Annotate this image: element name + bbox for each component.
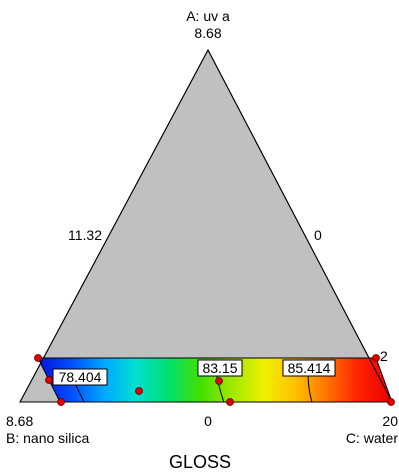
- design-point: [45, 376, 53, 384]
- design-point: [57, 398, 65, 406]
- design-point: [372, 354, 380, 362]
- chart-title: GLOSS: [169, 452, 231, 472]
- vertex-top-name: A: uv a: [186, 8, 230, 24]
- design-points: [34, 354, 395, 406]
- edge-label-right-mid: 0: [314, 227, 322, 243]
- design-point: [135, 387, 143, 395]
- edge-label-bottom-mid: 0: [204, 413, 212, 429]
- vertex-right-value: 20: [382, 413, 398, 429]
- vertex-top-value: 8.68: [194, 25, 221, 41]
- design-point: [387, 398, 395, 406]
- svg-text:85.414: 85.414: [288, 360, 331, 376]
- vertex-left-name: B: nano silica: [6, 430, 89, 446]
- design-point: [34, 354, 42, 362]
- vertex-left-value: 8.68: [6, 413, 33, 429]
- ternary-triangle-outline: [19, 48, 393, 403]
- design-point: [226, 398, 234, 406]
- contour-label-85: 85.414: [282, 359, 336, 377]
- edge-label-right-low: 2: [380, 348, 388, 364]
- contour-label-83: 83.15: [197, 359, 243, 377]
- vertex-right-name: C: water: [346, 430, 398, 446]
- edge-label-left-mid: 11.32: [68, 227, 102, 243]
- design-point: [215, 377, 223, 385]
- svg-text:78.404: 78.404: [59, 369, 102, 385]
- svg-text:83.15: 83.15: [202, 360, 237, 376]
- ternary-triangle: [19, 48, 393, 403]
- contour-label-78: 78.404: [52, 368, 108, 386]
